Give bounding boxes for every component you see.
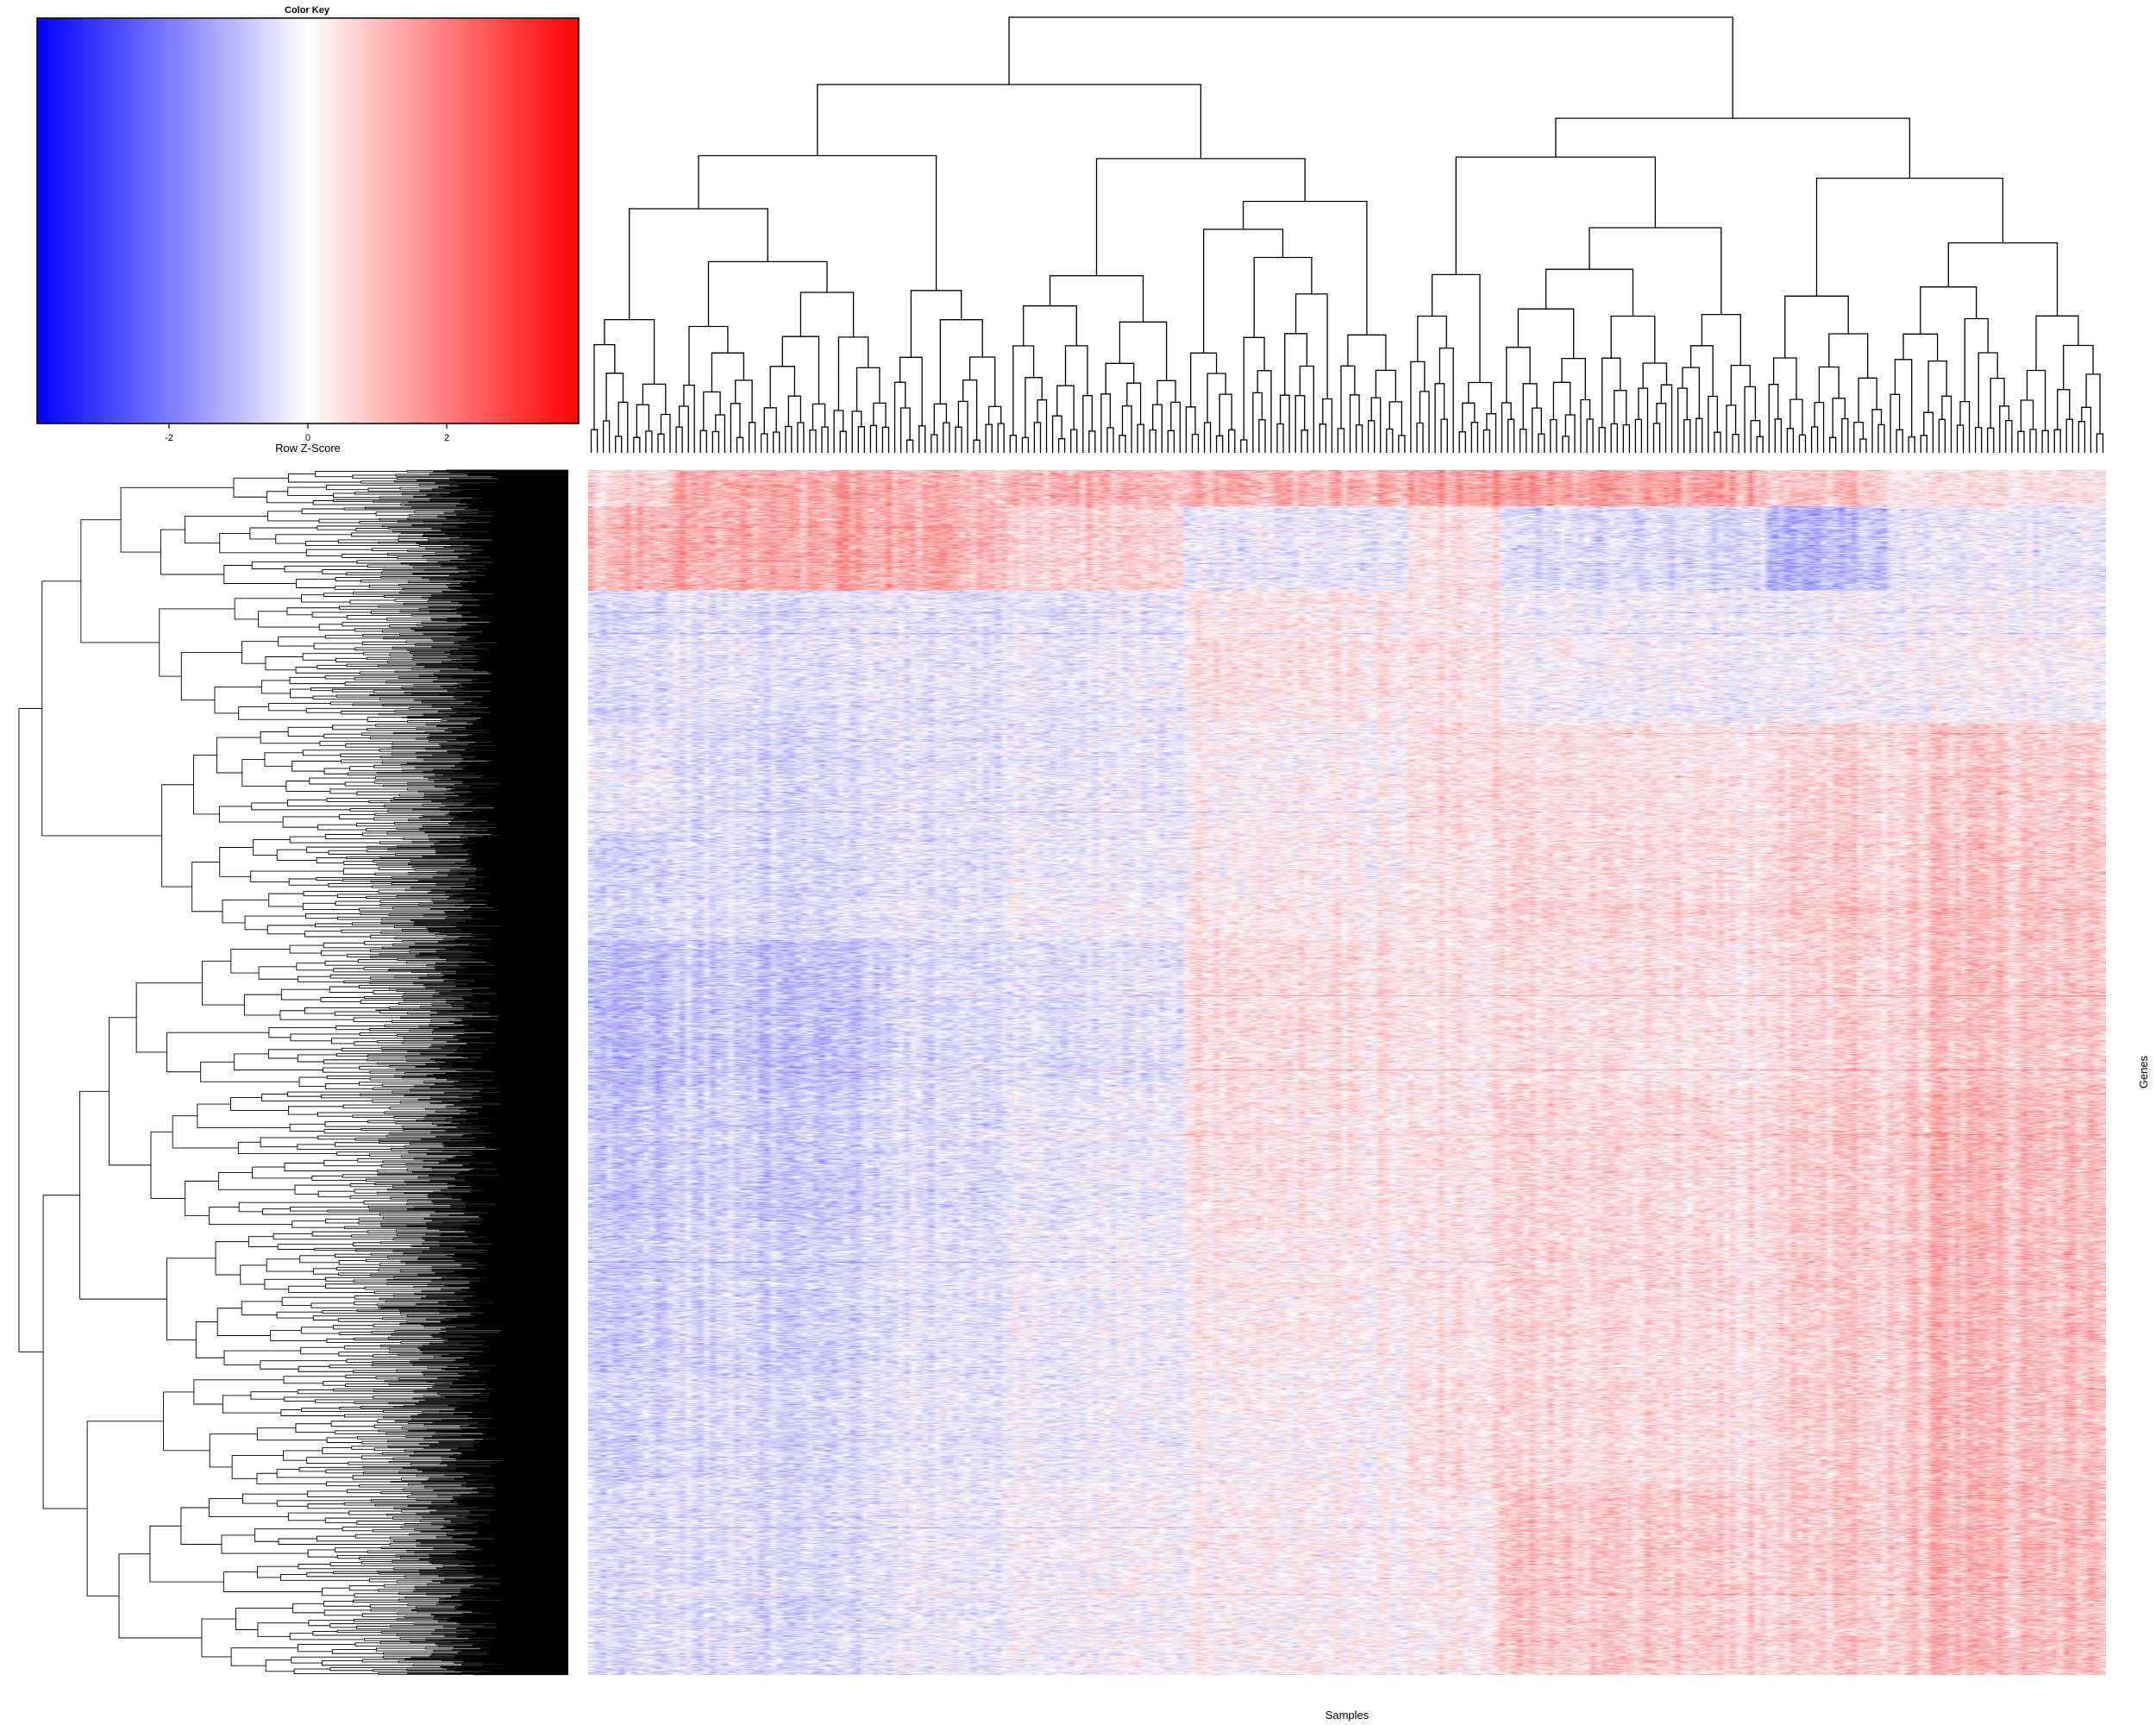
row-dendrogram [18, 469, 568, 1676]
color-key-tick-label: 2 [444, 433, 449, 443]
color-key-title: Color Key [285, 5, 330, 16]
row-dendrogram-leaf-branches [375, 469, 568, 1675]
color-key-tick-label: 0 [305, 433, 310, 443]
heatmap-matrix [588, 470, 2106, 1675]
y-axis-label: Genes [2137, 1055, 2150, 1088]
column-dendrogram-branches [590, 16, 2104, 453]
heatmap-cells [588, 470, 2106, 1675]
color-key-bar [37, 18, 579, 423]
color-key: Color Key -2 0 2 Row Z-Score [36, 5, 580, 455]
color-key-tick-label: -2 [165, 433, 173, 443]
column-dendrogram [590, 16, 2104, 453]
color-key-axis-label: Row Z-Score [275, 442, 341, 455]
color-key-ticks: -2 0 2 [165, 423, 449, 443]
x-axis-label: Samples [1326, 1709, 1369, 1722]
